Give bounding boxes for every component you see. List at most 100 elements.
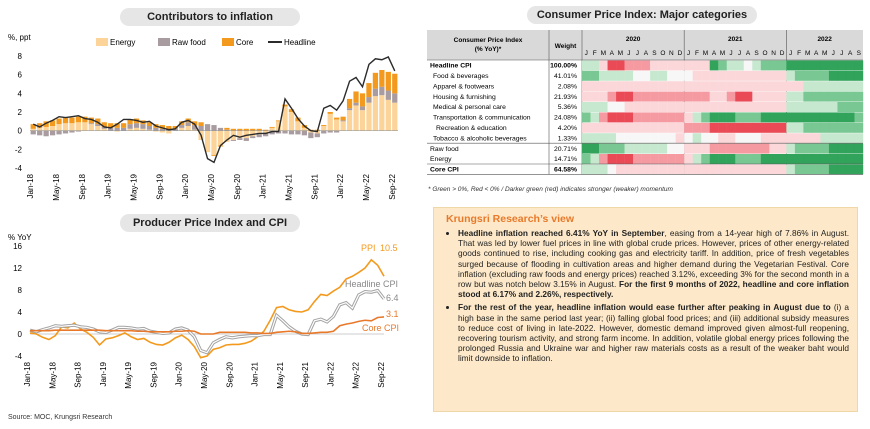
row-label: Transportation & communication — [433, 115, 531, 122]
heat-cell — [794, 122, 804, 133]
heat-cell — [590, 60, 600, 71]
heat-cell — [582, 70, 591, 81]
heat-cell — [701, 102, 710, 112]
heat-cell — [777, 143, 787, 154]
heat-cell — [828, 164, 838, 175]
bar-core — [95, 118, 101, 125]
heat-cell — [786, 102, 796, 112]
bar-energy — [295, 121, 301, 131]
heat-cell — [624, 133, 634, 144]
row-label: Tobacco & alcoholic beverages — [433, 135, 527, 142]
core-cpi-value-label: 3.1 — [386, 309, 399, 319]
heat-cell — [743, 164, 753, 175]
bar-rawfood — [288, 130, 295, 135]
heat-cell — [709, 91, 719, 102]
heat-cell — [650, 102, 659, 112]
heat-cell — [803, 112, 813, 123]
bar-energy — [56, 124, 62, 131]
view-bullet-2: For the rest of the year, headline infla… — [458, 302, 849, 363]
heat-cell — [854, 70, 864, 81]
bar-core — [269, 126, 275, 128]
header-month-letter: J — [832, 50, 835, 57]
heat-cell — [811, 122, 821, 133]
y-tick-label: -2 — [15, 145, 23, 154]
bar-core — [120, 123, 127, 128]
heat-cell — [624, 81, 634, 92]
heat-cell — [794, 112, 804, 123]
heat-cell — [854, 81, 864, 92]
x-tick-label: May-22 — [362, 173, 371, 200]
bar-core — [379, 70, 385, 87]
heat-cell — [692, 70, 702, 81]
bar-energy — [269, 127, 275, 131]
bar-energy — [140, 128, 146, 131]
heat-cell — [726, 122, 736, 133]
heat-cell — [769, 60, 779, 71]
heat-cell — [599, 164, 608, 175]
x-tick-label: May-18 — [52, 173, 61, 200]
bar-core — [372, 72, 379, 89]
bar-energy — [43, 126, 49, 131]
heat-cell — [735, 81, 744, 92]
bar-energy — [211, 130, 217, 155]
heat-cell — [590, 91, 600, 102]
row-label: Apparel & footwears — [433, 83, 495, 90]
heat-cell — [599, 133, 608, 144]
heat-cell — [837, 143, 847, 154]
heat-cell — [760, 60, 770, 71]
header-month-letter: D — [780, 50, 785, 57]
bar-rawfood — [353, 102, 359, 106]
bar-energy — [166, 130, 172, 134]
bar-core — [385, 71, 391, 91]
heat-cell — [760, 70, 770, 81]
heat-cell — [616, 81, 625, 92]
heat-cell — [726, 60, 736, 71]
bar-core — [359, 93, 366, 107]
heat-cell — [718, 60, 727, 71]
heat-cell — [701, 164, 710, 175]
heat-cell — [633, 164, 642, 175]
core-line — [30, 316, 385, 335]
heat-cell — [820, 154, 830, 164]
bar-energy — [340, 121, 346, 131]
x-tick-label: Sep-21 — [310, 173, 319, 199]
heat-cell — [743, 112, 753, 123]
bar-rawfood — [108, 127, 114, 131]
heat-cell — [769, 81, 779, 92]
heat-cell — [692, 164, 702, 175]
x-tick-label: Sep-22 — [388, 173, 397, 199]
heat-cell — [590, 143, 600, 154]
bar-core — [288, 109, 295, 112]
heat-cell — [667, 70, 676, 81]
heat-cell — [641, 91, 651, 102]
heat-cell — [590, 81, 600, 92]
bar-rawfood — [146, 126, 153, 130]
heat-cell — [786, 91, 796, 102]
heat-cell — [607, 164, 617, 175]
heat-cell — [820, 112, 830, 123]
bar-energy — [204, 130, 211, 153]
y-tick-label: 8 — [18, 52, 23, 61]
heat-cell — [760, 164, 770, 175]
heat-cell — [803, 164, 813, 175]
heat-cell — [633, 133, 642, 144]
heat-cell — [667, 112, 676, 123]
heat-cell — [845, 164, 855, 175]
heat-cell — [828, 60, 838, 71]
heat-cell — [803, 81, 813, 92]
headline-line — [32, 56, 396, 164]
header-month-letter: J — [840, 50, 843, 57]
y-tick-label: 2 — [18, 108, 23, 117]
bar-energy — [69, 123, 75, 131]
heat-cell — [718, 81, 727, 92]
heat-cell — [607, 154, 617, 164]
heat-cell — [794, 154, 804, 164]
bar-rawfood — [101, 126, 107, 129]
heat-cell — [735, 60, 744, 71]
heat-cell — [718, 70, 727, 81]
heat-cell — [633, 112, 642, 123]
header-month-letter: A — [814, 50, 819, 57]
y-tick-label: -4 — [15, 352, 23, 361]
ppi-chart-title: Producer Price Index and CPI — [120, 214, 300, 232]
heat-cell — [701, 70, 710, 81]
